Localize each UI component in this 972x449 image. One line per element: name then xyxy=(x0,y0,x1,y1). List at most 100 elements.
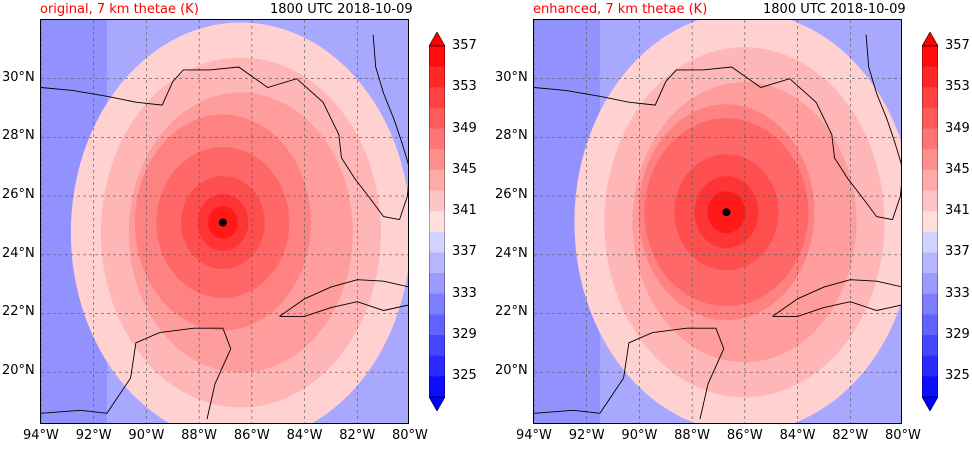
thetae-field-original xyxy=(41,20,408,423)
y-tick-label: 28°N xyxy=(495,128,528,144)
colorbar-tick-label: 329 xyxy=(945,327,970,343)
colorbar-bin xyxy=(922,273,938,295)
coastline xyxy=(41,69,210,106)
coastline xyxy=(279,279,408,317)
coastline xyxy=(865,34,901,220)
colorbar-tick-label: 337 xyxy=(945,244,970,260)
y-tick-label: 26°N xyxy=(495,187,528,203)
map-original xyxy=(40,19,409,424)
colorbar-tick-label: 349 xyxy=(452,120,477,136)
colorbar-tick-label: 357 xyxy=(945,38,970,53)
colorbar-bin xyxy=(429,231,445,253)
y-tick-label: 30°N xyxy=(2,69,35,85)
x-tick-label: 82°W xyxy=(832,428,869,443)
colorbar-bin xyxy=(922,211,938,233)
y-tick-label: 20°N xyxy=(2,363,35,379)
colorbar-bin xyxy=(429,87,445,109)
colorbar-tick-label: 333 xyxy=(945,285,970,301)
colorbar-bin xyxy=(922,376,938,398)
y-tick-label: 26°N xyxy=(2,187,35,203)
colorbar-tick-label: 325 xyxy=(452,368,477,384)
coastline xyxy=(702,66,893,221)
colorbar-bin xyxy=(429,46,445,68)
colorbar-bin xyxy=(429,335,445,357)
storm-center-marker xyxy=(722,208,731,217)
colorbar-bin xyxy=(922,87,938,109)
colorbar-tick-label: 341 xyxy=(945,203,970,219)
coastline xyxy=(372,34,408,220)
colorbar-bin xyxy=(429,169,445,192)
x-tick-label: 92°W xyxy=(568,428,605,443)
colorbar-tick-label: 341 xyxy=(452,203,477,219)
panel-original: original, 7 km thetae (K) 1800 UTC 2018-… xyxy=(2,2,477,443)
colorbar-tick-label: 337 xyxy=(452,244,477,260)
y-tick-label: 30°N xyxy=(495,69,528,85)
colorbar-bin xyxy=(429,355,445,377)
colorbar-bin xyxy=(922,128,938,150)
colorbar-bin xyxy=(922,231,938,253)
x-tick-label: 86°W xyxy=(233,428,270,443)
coastline xyxy=(534,327,725,420)
panel-title: enhanced, 7 km thetae (K) xyxy=(533,2,708,17)
colorbar-bin xyxy=(922,107,938,130)
panel-title: original, 7 km thetae (K) xyxy=(40,2,199,17)
x-tick-label: 86°W xyxy=(726,428,763,443)
colorbar-tick-label: 333 xyxy=(452,285,477,301)
colorbar-tick-label: 357 xyxy=(452,38,477,53)
colorbar-bin xyxy=(429,107,445,130)
colorbar-bin xyxy=(429,66,445,88)
coastline xyxy=(209,66,400,221)
colorbar-bin xyxy=(429,314,445,336)
colorbar-extend-max xyxy=(429,32,445,47)
x-tick-label: 80°W xyxy=(392,428,428,443)
colorbar-bin xyxy=(429,149,445,171)
panel-enhanced: enhanced, 7 km thetae (K) 1800 UTC 2018-… xyxy=(493,0,972,449)
x-tick-label: 94°W xyxy=(23,428,59,443)
x-tick-label: 88°W xyxy=(674,428,711,443)
colorbar-bin xyxy=(429,376,445,398)
y-tick-label: 22°N xyxy=(2,304,35,320)
colorbar-tick-label: 353 xyxy=(452,79,477,95)
coastline xyxy=(41,327,232,420)
coastline xyxy=(534,69,703,106)
colorbar-bin xyxy=(922,335,938,357)
x-tick-label: 94°W xyxy=(516,428,552,443)
x-tick-label: 92°W xyxy=(75,428,112,443)
y-tick-label: 22°N xyxy=(495,304,528,320)
y-tick-label: 28°N xyxy=(2,128,35,144)
colorbar-bin xyxy=(429,128,445,150)
colorbar-bin xyxy=(922,293,938,315)
x-tick-label: 84°W xyxy=(286,428,323,443)
colorbar-bin xyxy=(922,66,938,88)
x-tick-label: 82°W xyxy=(339,428,376,443)
colorbar-bin xyxy=(922,355,938,377)
colorbar-bin xyxy=(922,252,938,274)
colorbar-tick-label: 353 xyxy=(945,79,970,95)
colorbar-bin xyxy=(922,190,938,212)
panel-valid-time: 1800 UTC 2018-10-09 xyxy=(763,2,906,17)
colorbar-tick-label: 329 xyxy=(452,327,477,343)
colorbar-bin xyxy=(429,211,445,233)
x-tick-label: 80°W xyxy=(885,428,921,443)
map-enhanced xyxy=(533,19,902,424)
colorbar-tick-label: 349 xyxy=(945,120,970,136)
colorbar-bin xyxy=(922,149,938,171)
colorbar-bin xyxy=(429,252,445,274)
colorbar-original xyxy=(429,32,445,411)
x-tick-label: 84°W xyxy=(779,428,816,443)
thetae-field-enhanced xyxy=(534,20,901,423)
x-tick-label: 90°W xyxy=(621,428,658,443)
colorbar-bin xyxy=(922,46,938,68)
colorbar-extend-max xyxy=(922,32,938,47)
colorbar-enhanced xyxy=(922,32,938,411)
colorbar-extend-min xyxy=(429,396,445,411)
y-tick-label: 24°N xyxy=(495,245,528,261)
y-tick-label: 24°N xyxy=(2,245,35,261)
colorbar-tick-label: 325 xyxy=(945,368,970,384)
storm-center-marker xyxy=(218,218,227,227)
panel-valid-time: 1800 UTC 2018-10-09 xyxy=(270,2,413,17)
x-tick-label: 88°W xyxy=(181,428,218,443)
coastline xyxy=(772,279,901,317)
colorbar-bin xyxy=(429,190,445,212)
colorbar-tick-label: 345 xyxy=(452,161,477,177)
